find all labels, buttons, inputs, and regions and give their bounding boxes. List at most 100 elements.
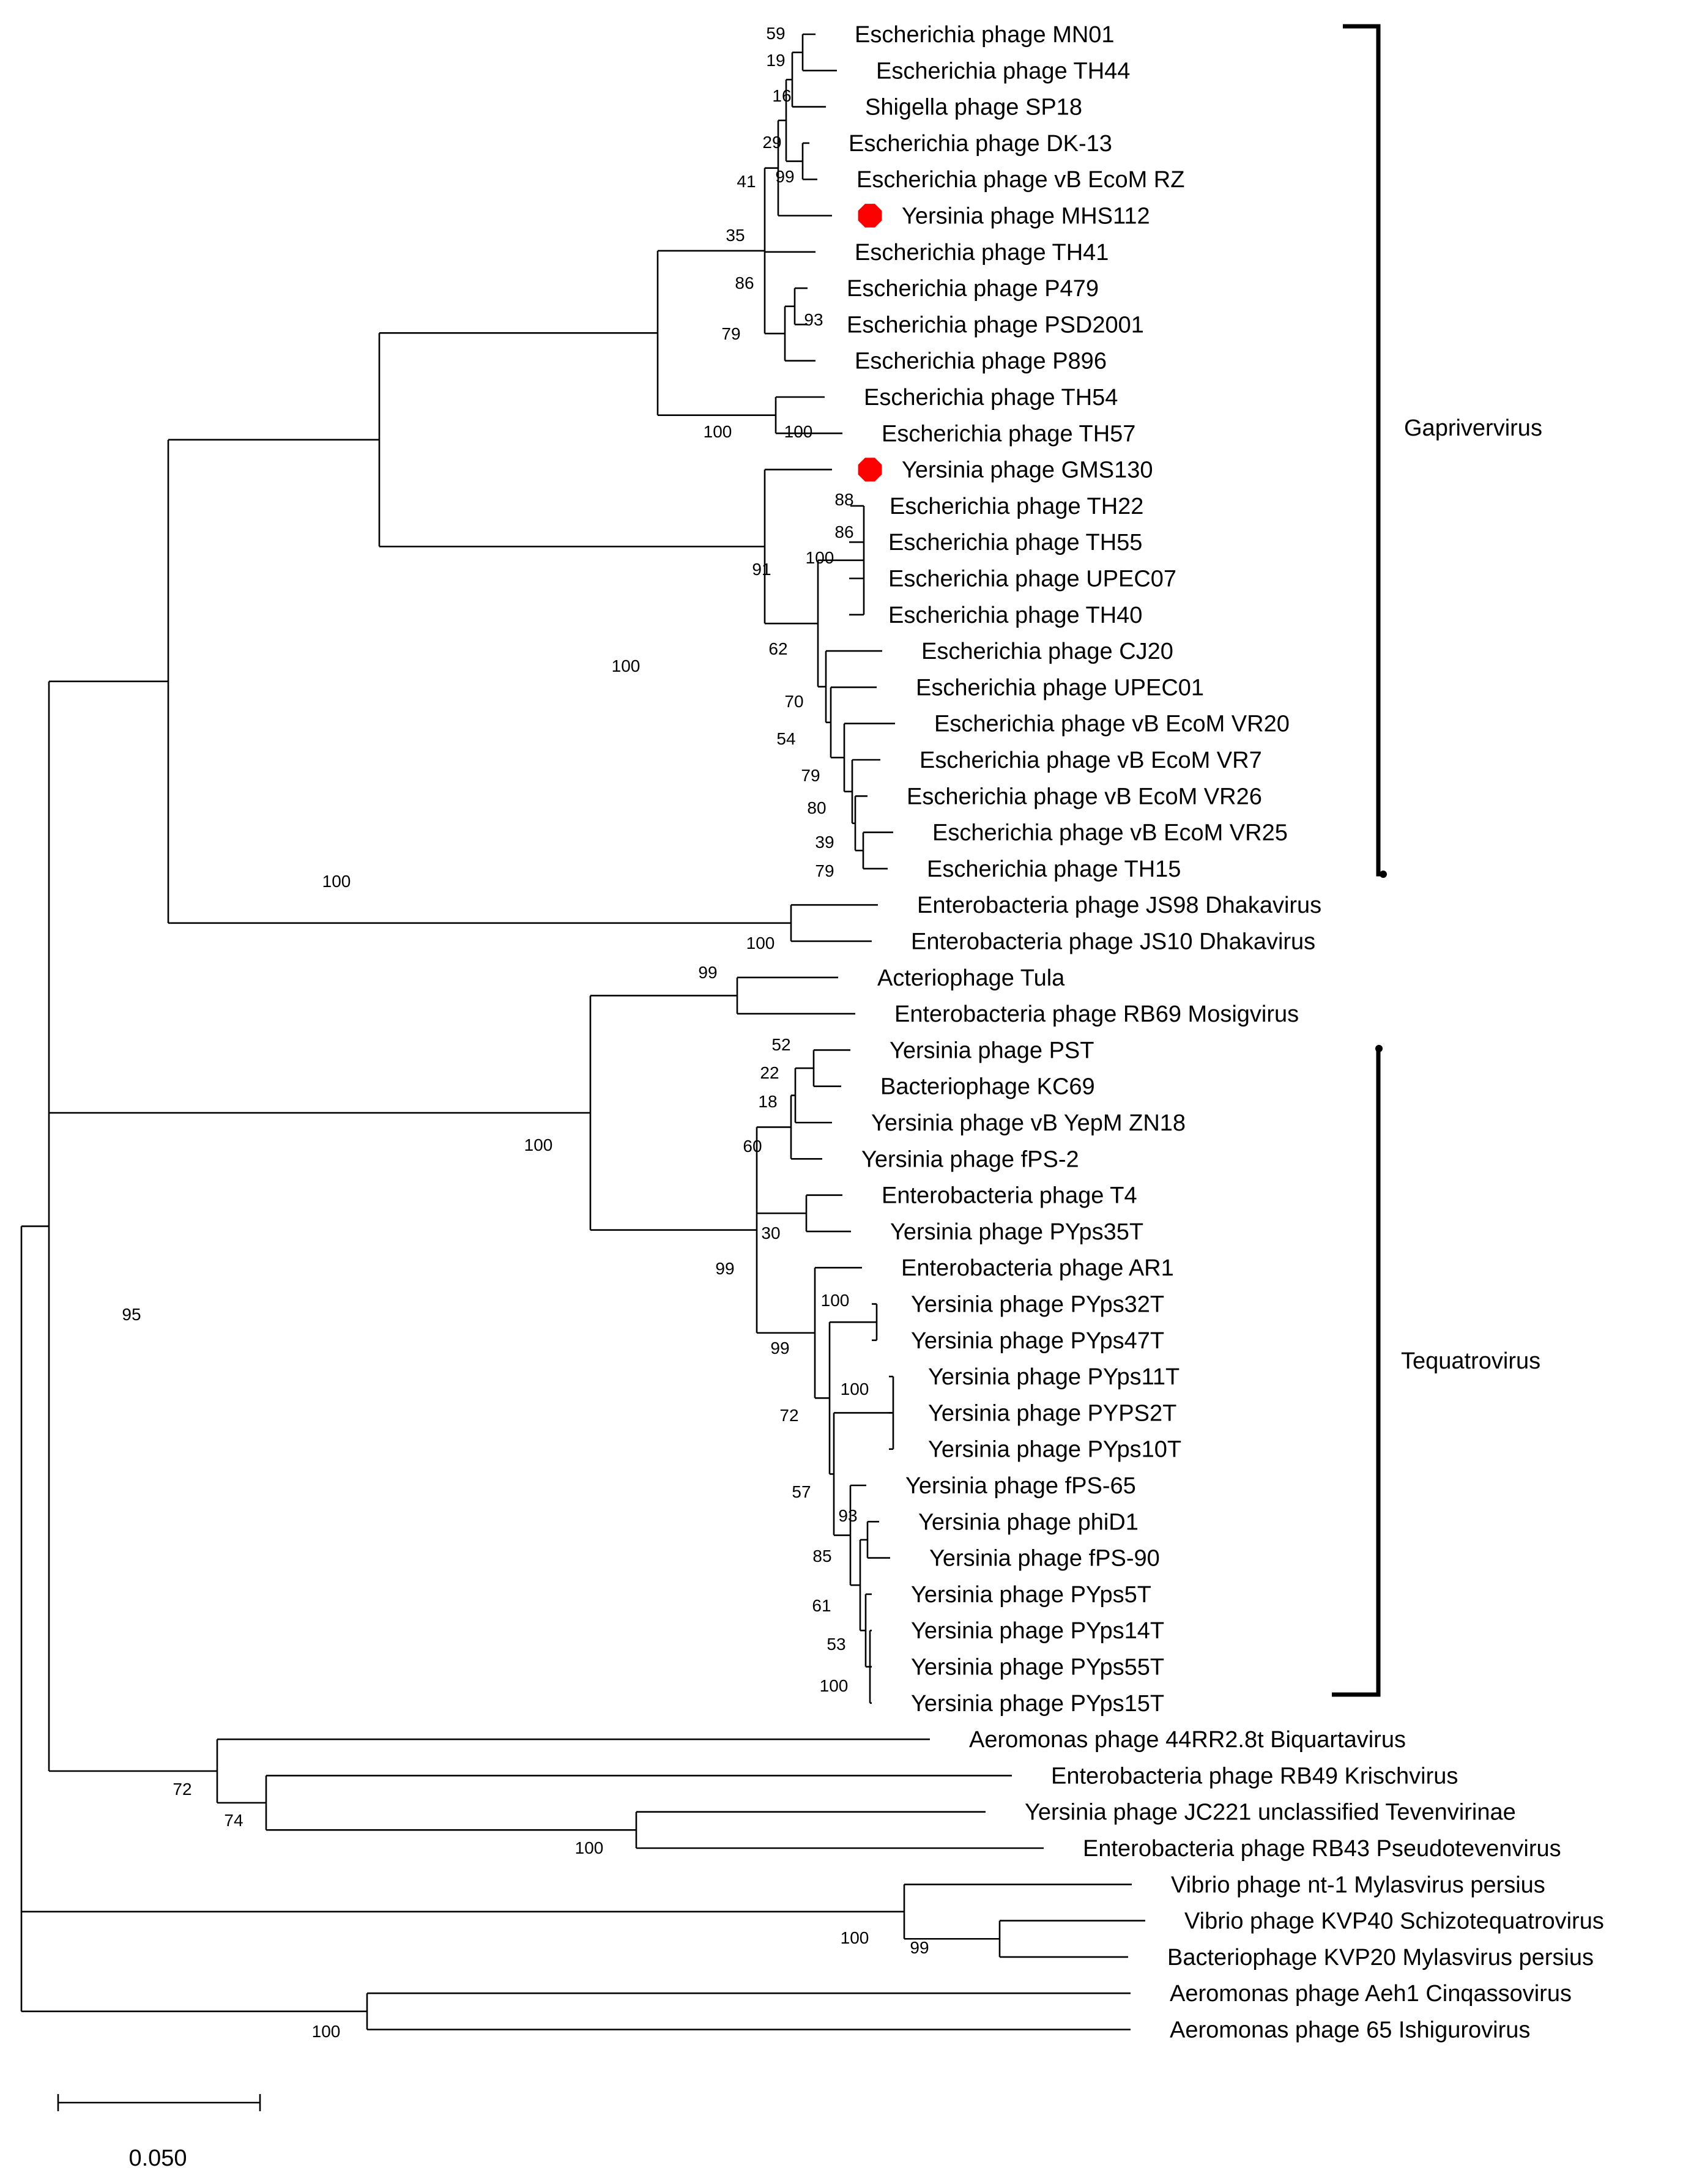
bootstrap-value: 72 xyxy=(779,1406,798,1425)
leaf-label: Aeromonas phage 65 Ishigurovirus xyxy=(1170,2018,1530,2043)
bootstrap-value: 54 xyxy=(776,729,795,748)
bootstrap-value: 39 xyxy=(815,833,834,852)
clade-bracket-tequatrovirus: Tequatrovirus xyxy=(1332,1045,1540,1697)
leaf-label: Yersinia phage vB YepM ZN18 xyxy=(871,1110,1186,1136)
leaf-label: Enterobacteria phage JS10 Dhakavirus xyxy=(911,929,1315,955)
bootstrap-value: 22 xyxy=(760,1063,779,1082)
clade-label-tequatrovirus: Tequatrovirus xyxy=(1401,1348,1540,1374)
bootstrap-value: 99 xyxy=(775,167,794,186)
leaf-label: Yersinia phage fPS-65 xyxy=(905,1473,1136,1499)
bootstrap-value: 91 xyxy=(752,560,771,579)
leaf-label: Yersinia phage PYPS2T xyxy=(928,1400,1176,1426)
leaf-label: Escherichia phage vB EcoM RZ xyxy=(856,167,1184,193)
leaf-label: Escherichia phage TH15 xyxy=(927,856,1181,882)
leaf-label: Yersinia phage phiD1 xyxy=(918,1509,1139,1535)
bootstrap-value: 93 xyxy=(804,310,823,329)
bootstrap-value: 16 xyxy=(772,86,791,105)
bootstrap-value: 100 xyxy=(806,548,834,567)
leaf-label: Shigella phage SP18 xyxy=(865,95,1082,121)
clade-label-gaprivervirus: Gaprivervirus xyxy=(1404,415,1542,441)
bootstrap-value: 79 xyxy=(721,324,740,343)
bootstrap-value: 35 xyxy=(726,226,745,245)
bootstrap-value: 86 xyxy=(834,522,853,541)
bootstrap-value: 100 xyxy=(821,1291,850,1310)
leaf-label: Enterobacteria phage AR1 xyxy=(901,1255,1174,1281)
bootstrap-value: 60 xyxy=(743,1137,762,1156)
bootstrap-value: 72 xyxy=(173,1780,191,1799)
bootstrap-value: 86 xyxy=(735,273,754,292)
bootstrap-value: 79 xyxy=(801,766,820,785)
leaf-label: Yersinia phage PYps32T xyxy=(911,1292,1164,1318)
bootstrap-value: 52 xyxy=(771,1035,790,1054)
tree-branches xyxy=(20,33,1145,2030)
leaf-label: Escherichia phage CJ20 xyxy=(921,639,1173,664)
scale-bar-label: 0.050 xyxy=(128,2145,187,2171)
leaf-label: Escherichia phage UPEC07 xyxy=(888,566,1176,592)
bootstrap-value: 70 xyxy=(784,692,803,711)
bootstrap-value: 100 xyxy=(524,1135,553,1154)
leaf-label: Escherichia phage TH57 xyxy=(882,421,1135,447)
bootstrap-value: 41 xyxy=(737,172,756,191)
bootstrap-value: 19 xyxy=(766,51,785,70)
leaf-label: Yersinia phage fPS-2 xyxy=(861,1146,1079,1172)
bootstrap-value: 93 xyxy=(838,1506,857,1525)
leaf-label: Bacteriophage KVP20 Mylasvirus persius xyxy=(1167,1945,1594,1970)
bootstrap-value: 100 xyxy=(841,1928,869,1947)
leaf-label: Yersinia phage PYps10T xyxy=(928,1437,1181,1463)
bootstrap-value: 99 xyxy=(715,1259,734,1278)
highlight-markers xyxy=(858,204,882,481)
leaf-label: Enterobacteria phage RB69 Mosigvirus xyxy=(894,1001,1299,1027)
leaf-label: Escherichia phage vB EcoM VR20 xyxy=(934,711,1290,737)
leaf-label: Escherichia phage UPEC01 xyxy=(916,675,1204,700)
bootstrap-value: 85 xyxy=(812,1547,831,1566)
leaf-label: Yersinia phage PYps47T xyxy=(911,1328,1164,1354)
leaf-label: Escherichia phage TH41 xyxy=(855,240,1109,266)
bootstrap-value: 100 xyxy=(704,422,732,441)
leaf-label: Yersinia phage PYps11T xyxy=(928,1364,1180,1390)
leaf-label: Bacteriophage KC69 xyxy=(880,1074,1095,1100)
leaf-label: Vibrio phage nt-1 Mylasvirus persius xyxy=(1171,1872,1545,1898)
highlight-marker xyxy=(858,204,882,228)
bootstrap-value: 80 xyxy=(807,798,826,817)
leaf-label: Aeromonas phage Aeh1 Cinqassovirus xyxy=(1170,1981,1572,2007)
bootstrap-value: 59 xyxy=(766,24,785,43)
leaf-label: Escherichia phage P479 xyxy=(847,276,1099,302)
leaf-label: Aeromonas phage 44RR2.8t Biquartavirus xyxy=(969,1727,1406,1753)
leaf-label: Yersinia phage PYps35T xyxy=(890,1219,1143,1245)
bootstrap-value: 53 xyxy=(827,1635,845,1654)
leaf-label: Escherichia phage TH54 xyxy=(864,385,1118,410)
clade-bracket-gaprivervirus: Gaprivervirus xyxy=(1343,24,1542,878)
bootstrap-value: 74 xyxy=(224,1811,243,1830)
bootstrap-value: 61 xyxy=(812,1596,831,1615)
leaf-label: Yersinia phage PYps15T xyxy=(911,1691,1164,1717)
leaf-label: Yersinia phage PYps14T xyxy=(911,1618,1164,1644)
highlight-marker xyxy=(858,458,882,481)
bootstrap-value: 100 xyxy=(841,1380,869,1398)
leaf-label: Vibrio phage KVP40 Schizotequatrovirus xyxy=(1184,1909,1604,1934)
bootstrap-value: 100 xyxy=(312,2022,341,2041)
bootstrap-value: 100 xyxy=(575,1838,604,1857)
bootstrap-value: 99 xyxy=(910,1938,929,1957)
bootstrap-value: 100 xyxy=(746,934,775,953)
bootstrap-value: 100 xyxy=(322,872,351,891)
leaf-label: Escherichia phage MN01 xyxy=(855,22,1115,48)
bootstrap-value: 18 xyxy=(758,1092,777,1111)
leaf-label: Yersinia phage GMS130 xyxy=(902,458,1153,483)
bootstrap-value: 30 xyxy=(761,1224,780,1242)
leaf-label: Escherichia phage vB EcoM VR26 xyxy=(907,784,1262,809)
leaf-labels: Escherichia phage MN01 Escherichia phage … xyxy=(847,22,1604,2043)
bootstrap-value: 88 xyxy=(834,490,853,509)
leaf-label: Yersinia phage PYps5T xyxy=(911,1582,1151,1608)
bootstrap-value: 29 xyxy=(762,133,781,152)
scale-bar: 0.050 xyxy=(57,2094,261,2171)
leaf-label: Escherichia phage DK-13 xyxy=(849,131,1112,157)
leaf-label: Escherichia phage vB EcoM VR7 xyxy=(920,748,1262,773)
leaf-label: Enterobacteria phage T4 xyxy=(882,1183,1137,1209)
leaf-label: Enterobacteria phage RB49 Krischvirus xyxy=(1051,1763,1458,1789)
leaf-label: Yersinia phage PST xyxy=(890,1038,1094,1063)
leaf-label: Yersinia phage PYps55T xyxy=(911,1655,1164,1681)
bootstrap-value: 100 xyxy=(612,656,641,675)
leaf-label: Enterobacteria phage RB43 Pseudotevenvir… xyxy=(1083,1836,1561,1862)
